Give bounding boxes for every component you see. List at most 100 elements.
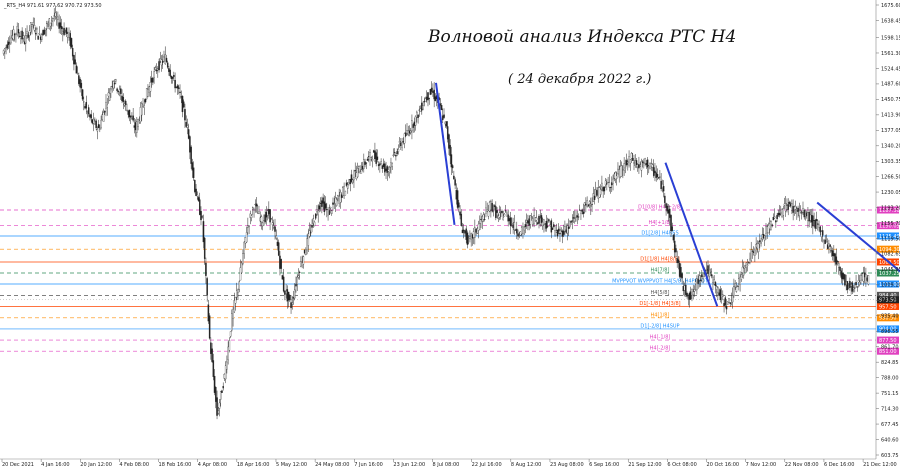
price-candle-body: [777, 212, 780, 216]
price-candle-body: [767, 225, 770, 234]
price-candle-body: [111, 85, 113, 87]
price-candle-body: [228, 340, 231, 351]
price-candle-body: [678, 263, 681, 277]
price-candle-body: [274, 226, 276, 232]
price-candle-body: [662, 186, 665, 192]
price-candle-body: [417, 114, 419, 118]
price-candle-body: [401, 142, 403, 148]
price-candle-body: [617, 168, 619, 174]
x-tick-label: 8 Jul 08:00: [433, 462, 460, 468]
price-candle-body: [517, 233, 519, 237]
y-tick-label: 1045.95: [881, 267, 900, 273]
price-candle-body: [79, 78, 81, 88]
mm-level-tag-bg: [877, 347, 899, 355]
price-candle-body: [520, 227, 523, 235]
price-candle-body: [825, 241, 828, 243]
price-candle-body: [327, 209, 329, 216]
price-candle-body: [838, 263, 840, 268]
price-candle-body: [335, 199, 338, 206]
price-candle-body: [834, 253, 836, 263]
price-candle-body: [797, 207, 799, 212]
price-candle-body: [157, 68, 159, 71]
price-candle-body: [463, 229, 465, 232]
x-tick-label: 20 Dec 2021: [2, 462, 34, 468]
price-candle-body: [337, 195, 339, 199]
price-candle-body: [386, 166, 389, 173]
price-candle-body: [488, 202, 491, 212]
x-tick-label: 8 Aug 12:00: [511, 462, 542, 468]
price-axis: 1675.60 1638.45 1598.15 1561.30 1524.45 1487.…: [876, 3, 900, 459]
price-candle-body: [87, 107, 90, 115]
price-candle-body: [5, 46, 7, 48]
price-candle-body: [116, 88, 118, 92]
price-candle-body: [739, 276, 741, 285]
y-tick-label: 898.55: [881, 329, 899, 335]
price-candle-body: [266, 210, 269, 216]
price-candle-body: [612, 178, 614, 184]
wave-line-blue: [664, 162, 719, 307]
price-candle-body: [474, 227, 476, 238]
price-candle-body: [71, 47, 74, 57]
x-tick-label: 4 Jan 16:00: [41, 462, 69, 468]
y-tick-label: 1303.35: [881, 159, 900, 165]
price-candle-body: [155, 69, 158, 72]
price-candle-body: [11, 35, 14, 39]
price-candle-body: [654, 170, 656, 174]
price-candle-body: [696, 278, 698, 291]
time-axis: 20 Dec 2021 4 Jan 16:00 20 Jan 12:00 4 Feb …: [1, 459, 897, 468]
price-candle-body: [680, 267, 682, 278]
price-candle-body: [238, 281, 240, 290]
y-tick-label: 861.70: [881, 345, 899, 351]
price-candle-body: [307, 233, 310, 246]
price-candle-body: [94, 120, 96, 125]
mm-level-tag: 904.00: [879, 327, 897, 333]
price-candle-body: [86, 111, 89, 113]
price-candle-body: [138, 120, 141, 123]
x-tick-label: 20 Oct 16:00: [707, 462, 740, 468]
price-candle-body: [841, 272, 844, 280]
price-candle-body: [332, 202, 334, 205]
price-candle-body: [15, 33, 17, 35]
price-candle-body: [840, 270, 842, 278]
price-candle-body: [681, 273, 683, 279]
x-tick-label: 21 Dec 12:00: [863, 462, 897, 468]
price-candle-body: [414, 116, 417, 126]
price-candle-body: [565, 229, 567, 233]
price-candle-body: [418, 109, 421, 111]
wave-line-blue: [816, 201, 900, 273]
price-candle-body: [65, 27, 68, 34]
price-candle-body: [784, 203, 787, 212]
price-candle-body: [78, 75, 80, 84]
price-candle-body: [730, 299, 733, 301]
price-candle-body: [382, 163, 385, 168]
price-candle-body: [284, 290, 286, 295]
price-candle-body: [215, 387, 217, 402]
price-candle-body: [559, 232, 561, 235]
price-candle-body: [839, 266, 841, 271]
price-candle-body: [400, 142, 402, 147]
price-candle-body: [532, 218, 534, 225]
price-candle-body: [701, 274, 703, 278]
price-candle-body: [343, 185, 345, 196]
price-candle-body: [68, 32, 70, 38]
price-candle-body: [405, 132, 407, 137]
price-candle-body: [141, 103, 143, 116]
price-candle-body: [580, 210, 582, 214]
price-candle-body: [740, 274, 743, 280]
price-candle-body: [851, 282, 854, 292]
price-candle-body: [759, 240, 761, 243]
price-candle-body: [541, 221, 544, 227]
price-candle-body: [169, 69, 171, 77]
price-candle-body: [682, 286, 685, 292]
price-candle-body: [475, 228, 477, 233]
price-candle-body: [347, 184, 349, 189]
price-candle-body: [137, 119, 139, 127]
price-candle-body: [260, 216, 263, 223]
price-candle-body: [243, 241, 245, 254]
price-candle-body: [269, 209, 271, 223]
price-candle-body: [192, 167, 195, 179]
mm-level-label: D1[2/8] H4RES: [641, 230, 678, 236]
price-candle-body: [292, 297, 295, 299]
price-candle-body: [845, 280, 847, 285]
price-candle-body: [153, 71, 155, 78]
